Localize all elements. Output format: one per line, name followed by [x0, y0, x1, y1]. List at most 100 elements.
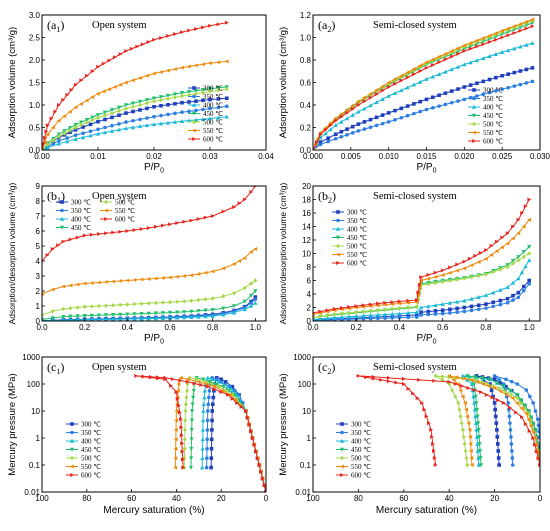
panel-label-close: ) — [60, 18, 64, 32]
data-point — [190, 402, 195, 407]
data-point — [210, 428, 214, 432]
data-point — [406, 305, 411, 310]
data-point — [117, 113, 121, 118]
data-point — [237, 201, 242, 206]
data-point — [189, 218, 194, 223]
data-point — [506, 401, 511, 405]
data-point — [200, 446, 205, 451]
data-point — [477, 435, 482, 439]
x-tick-label: 0.04 — [258, 152, 274, 161]
data-point — [374, 100, 379, 105]
data-point — [85, 73, 89, 78]
series-markers-7 — [134, 373, 266, 492]
data-point — [474, 401, 479, 405]
data-point — [487, 377, 493, 382]
panel-label: (a1) — [47, 18, 64, 34]
legend-marker — [471, 130, 476, 135]
data-point — [183, 418, 188, 423]
data-point — [518, 398, 524, 403]
data-point — [132, 301, 137, 307]
data-point — [397, 299, 402, 304]
data-point — [207, 388, 212, 393]
data-point — [397, 311, 402, 316]
data-point — [460, 394, 465, 399]
data-point — [486, 384, 491, 389]
y-tick-label: 0.4 — [300, 101, 312, 110]
data-point — [182, 274, 187, 278]
data-point — [196, 272, 201, 276]
data-point — [530, 66, 535, 70]
data-point — [325, 313, 330, 318]
data-point — [390, 316, 395, 320]
legend-marker — [69, 447, 75, 452]
series-markers-2 — [42, 104, 229, 150]
data-point — [495, 435, 500, 439]
data-point — [489, 243, 494, 248]
y-tick-label: 16 — [302, 209, 311, 218]
data-point — [139, 316, 144, 321]
data-point — [430, 434, 435, 439]
x-axis-label: P/P0 — [144, 333, 164, 346]
data-point — [207, 395, 211, 400]
data-point — [508, 428, 513, 432]
data-point — [182, 299, 187, 304]
data-point — [226, 392, 231, 397]
data-point — [173, 32, 178, 37]
series-markers-7 — [313, 24, 535, 150]
data-point — [110, 123, 114, 128]
x-tick-label: 0.6 — [437, 323, 449, 332]
y-tick-label: 9 — [36, 182, 41, 191]
data-point — [500, 245, 504, 250]
data-point — [170, 377, 175, 382]
data-point — [88, 133, 93, 138]
data-point — [179, 91, 185, 95]
data-point — [412, 111, 416, 116]
data-point — [219, 390, 224, 395]
data-point — [118, 302, 123, 308]
data-point — [201, 90, 205, 95]
panel-label-subscript: 1 — [56, 367, 60, 376]
data-point — [393, 108, 397, 113]
panel-label: (c1) — [47, 360, 64, 376]
data-point — [42, 140, 47, 145]
data-point — [333, 132, 338, 137]
y-tick-label: 0.5 — [29, 123, 41, 132]
data-point — [361, 303, 366, 308]
data-point — [139, 277, 144, 282]
data-point — [216, 22, 221, 27]
data-point — [51, 138, 56, 143]
data-point — [406, 300, 410, 305]
legend-marker — [192, 86, 196, 90]
data-point — [193, 63, 198, 68]
data-point — [506, 72, 511, 76]
data-point — [496, 398, 501, 403]
data-point — [512, 31, 517, 35]
data-point — [116, 127, 122, 132]
data-point — [449, 67, 454, 72]
data-point — [89, 313, 94, 318]
y-tick-label: 14 — [302, 222, 311, 231]
data-point — [161, 223, 165, 228]
data-point — [201, 377, 206, 382]
data-point — [392, 77, 397, 82]
data-point — [79, 78, 84, 83]
data-point — [205, 456, 209, 460]
data-point — [68, 283, 73, 288]
data-point — [221, 209, 226, 214]
data-point — [245, 415, 250, 420]
data-point — [512, 70, 517, 75]
data-point — [457, 407, 462, 412]
data-point — [350, 131, 355, 135]
data-point — [69, 87, 74, 92]
data-point — [505, 300, 510, 305]
data-point — [146, 301, 151, 306]
data-point — [491, 269, 496, 275]
data-point — [447, 373, 451, 378]
y-tick-label: 0.0 — [29, 146, 41, 155]
data-point — [518, 28, 523, 33]
data-point — [50, 247, 55, 251]
data-point — [440, 302, 445, 306]
data-point — [399, 88, 404, 93]
data-point — [507, 405, 512, 410]
